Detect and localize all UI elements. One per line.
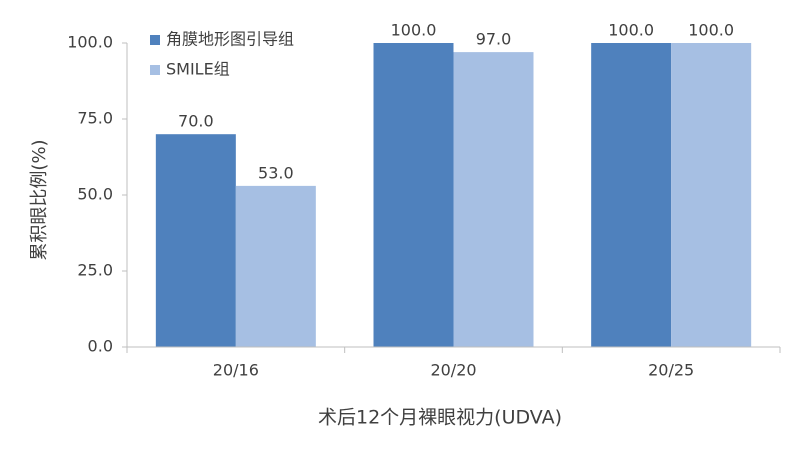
bar	[373, 43, 454, 347]
bar	[453, 52, 534, 348]
value-label: 100.0	[391, 21, 437, 40]
value-label: 100.0	[688, 21, 734, 40]
bar	[155, 134, 236, 347]
legend-swatch	[150, 65, 160, 75]
bar	[235, 185, 316, 347]
value-label: 70.0	[178, 112, 214, 131]
legend-label: SMILE组	[166, 60, 230, 79]
y-tick-label: 75.0	[77, 109, 113, 128]
value-label: 97.0	[476, 30, 512, 49]
x-tick-label: 20/16	[213, 361, 259, 380]
legend-swatch	[150, 35, 160, 45]
bar	[671, 43, 752, 347]
x-tick-label: 20/20	[430, 361, 476, 380]
x-axis-title: 术后12个月裸眼视力(UDVA)	[318, 407, 562, 429]
y-tick-label: 25.0	[77, 261, 113, 280]
y-axis-title: 累积眼比例(%)	[29, 139, 50, 260]
legend-label: 角膜地形图引导组	[166, 30, 294, 49]
bar	[591, 43, 672, 347]
x-tick-label: 20/25	[648, 361, 694, 380]
y-tick-label: 100.0	[67, 33, 113, 52]
y-tick-label: 50.0	[77, 185, 113, 204]
value-label: 100.0	[608, 21, 654, 40]
value-label: 53.0	[258, 163, 294, 182]
y-tick-label: 0.0	[88, 337, 113, 356]
